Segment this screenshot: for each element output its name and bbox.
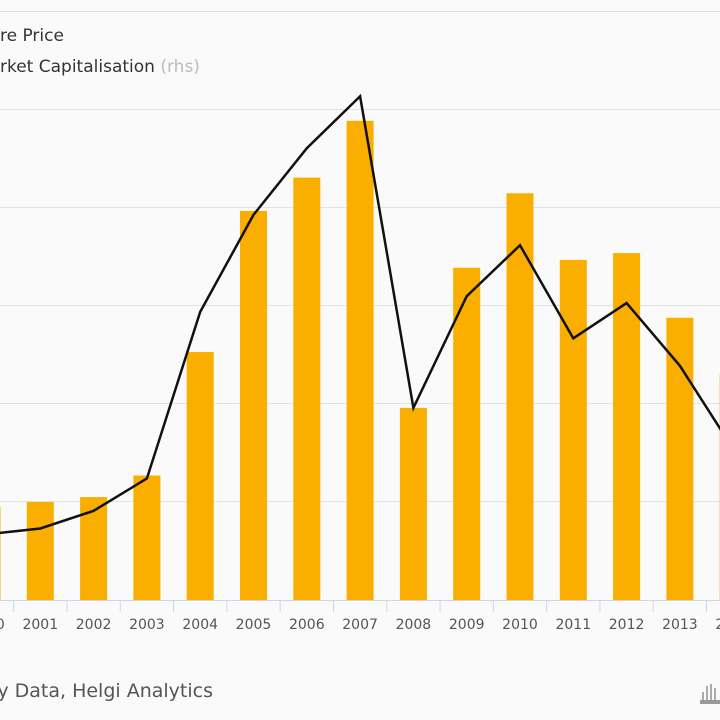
legend-label: re Price [0,26,64,46]
legend-share-price[interactable]: re Price [0,26,64,46]
x-tick-label: 2005 [236,617,272,633]
x-tick-label: 2000 [0,617,5,633]
bar [666,317,694,600]
x-tick-label: 2011 [555,617,591,633]
x-tick-label: 2002 [76,617,112,633]
x-tick-label: 2013 [662,617,698,633]
source-credit: y Data, Helgi Analytics [0,680,213,702]
bar [240,210,267,600]
x-tick-label: 2007 [342,617,378,633]
helgi-logo-icon [700,684,720,704]
bar [26,502,54,600]
bar [559,259,587,600]
bar [453,267,481,600]
legend-market-cap[interactable]: rket Capitalisation (rhs) [0,57,200,77]
share-price-line [0,93,720,535]
bar [293,177,321,600]
bar [399,407,427,600]
x-tick-label: 2003 [129,617,165,633]
x-tick-label: 2009 [449,617,485,633]
bar [613,253,641,600]
bar [0,506,1,600]
x-tick-label: 2008 [396,617,432,633]
x-tick-label: 2014 [715,617,720,633]
legend-label: rket Capitalisation [0,57,155,77]
x-tick-label: 2010 [502,617,538,633]
x-tick-label: 2012 [609,617,645,633]
bar [80,497,108,600]
bar [346,120,374,600]
x-tick-label: 2001 [22,617,58,633]
x-tick-label: 2004 [182,617,218,633]
x-tick-label: 2006 [289,617,325,633]
bar [186,352,214,600]
legend-rhs-note: (rhs) [160,57,200,77]
bar [133,475,161,600]
